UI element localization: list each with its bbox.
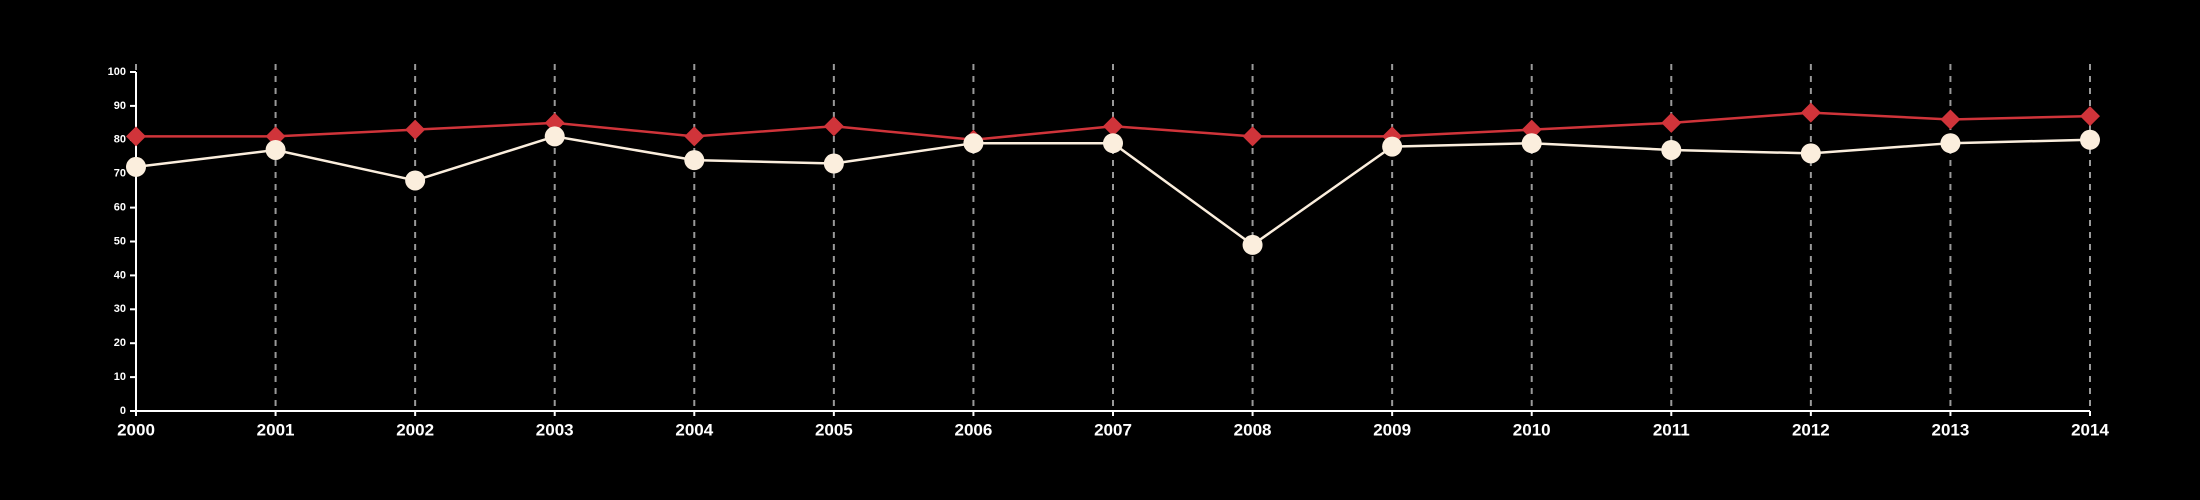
x-tick-label: 2007 [1094, 420, 1132, 439]
x-tick-label: 2005 [815, 420, 853, 439]
x-tick-label: 2011 [1653, 420, 1690, 439]
circle-marker [1242, 234, 1263, 255]
circle-marker [823, 153, 844, 174]
y-tick-label: 90 [114, 100, 126, 112]
y-tick-label: 60 [114, 202, 126, 214]
x-tick-label: 2004 [675, 420, 713, 439]
diamond-marker [126, 126, 146, 147]
y-tick-label: 0 [120, 405, 126, 417]
diamond-marker [1940, 109, 1961, 130]
y-tick-label: 50 [114, 235, 126, 247]
x-tick-label: 2008 [1234, 420, 1272, 439]
circle-marker [684, 150, 705, 171]
y-tick-label: 30 [114, 303, 126, 315]
x-tick-label: 2000 [117, 420, 155, 439]
diamond-marker [1242, 126, 1263, 147]
x-tick-label: 2006 [955, 420, 993, 439]
diamond-marker [1800, 102, 1821, 123]
circle-marker [405, 170, 426, 191]
circle-marker [1661, 139, 1682, 160]
y-tick-label: 40 [114, 269, 126, 281]
x-tick-label: 2009 [1373, 420, 1411, 439]
x-tick-label: 2002 [396, 420, 434, 439]
diamond-marker [544, 112, 565, 133]
circle-marker [1940, 133, 1961, 154]
circle-marker [1103, 133, 1123, 154]
x-tick-label: 2010 [1513, 420, 1551, 439]
x-tick-label: 2012 [1792, 420, 1830, 439]
diamond-marker [2080, 106, 2100, 127]
circle-marker [1382, 136, 1403, 157]
x-tick-label: 2001 [257, 420, 295, 439]
y-tick-label: 70 [114, 168, 126, 180]
y-tick-label: 20 [114, 337, 126, 349]
circle-marker [1800, 143, 1821, 164]
diamond-marker [684, 126, 705, 147]
diamond-marker [1103, 116, 1123, 137]
diamond-marker [823, 116, 844, 137]
circle-marker [2080, 129, 2100, 150]
diamond-marker [1661, 112, 1682, 133]
circle-marker [265, 139, 286, 160]
y-tick-label: 100 [108, 66, 126, 78]
diamond-marker [405, 119, 426, 140]
circle-marker [126, 156, 146, 177]
circle-marker [1521, 133, 1542, 154]
x-tick-label: 2013 [1932, 420, 1970, 439]
y-tick-label: 80 [114, 134, 126, 146]
circle-marker [963, 133, 984, 154]
circle-marker [544, 126, 565, 147]
y-tick-label: 10 [114, 371, 126, 383]
x-tick-label: 2014 [2071, 420, 2109, 439]
x-tick-label: 2003 [536, 420, 574, 439]
